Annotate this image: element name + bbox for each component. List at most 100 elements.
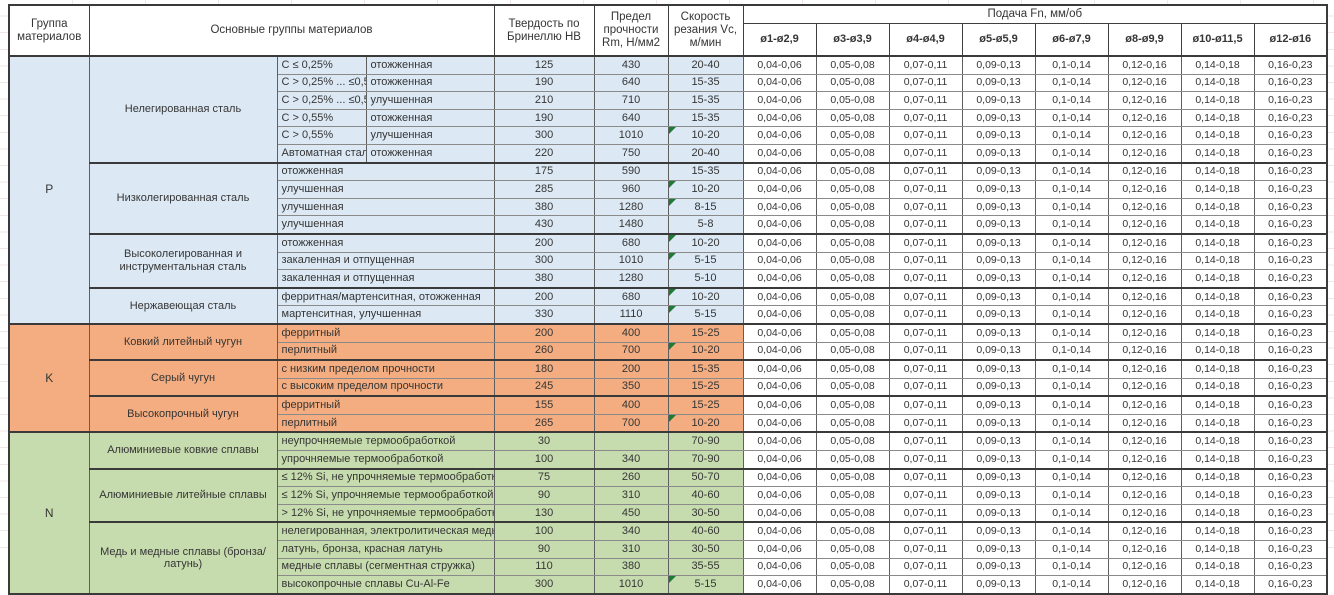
feed-cell[interactable]: 0,07-0,11 bbox=[888, 377, 963, 397]
feed-cell[interactable]: 0,14-0,18 bbox=[1180, 557, 1255, 577]
vc-cell[interactable]: 10-20 bbox=[667, 126, 744, 145]
feed-cell[interactable]: 0,07-0,11 bbox=[888, 413, 963, 433]
hb-cell[interactable]: 100 bbox=[493, 521, 595, 542]
feed-cell[interactable]: 0,07-0,11 bbox=[888, 91, 963, 110]
col-header-diam-1[interactable]: ø1-ø2,9 bbox=[742, 22, 817, 57]
feed-cell[interactable]: 0,16-0,23 bbox=[1253, 54, 1328, 75]
feed-cell[interactable]: 0,12-0,16 bbox=[1107, 143, 1182, 164]
feed-cell[interactable]: 0,1-0,14 bbox=[1034, 161, 1109, 182]
feed-cell[interactable]: 0,1-0,14 bbox=[1034, 269, 1109, 289]
rm-cell[interactable]: 1010 bbox=[593, 575, 669, 595]
feed-cell[interactable]: 0,1-0,14 bbox=[1034, 73, 1109, 93]
feed-cell[interactable]: 0,12-0,16 bbox=[1107, 486, 1182, 505]
feed-cell[interactable]: 0,16-0,23 bbox=[1253, 215, 1328, 235]
feed-cell[interactable]: 0,04-0,06 bbox=[742, 215, 817, 235]
feed-cell[interactable]: 0,05-0,08 bbox=[815, 232, 890, 253]
feed-cell[interactable]: 0,14-0,18 bbox=[1180, 232, 1255, 253]
feed-cell[interactable]: 0,16-0,23 bbox=[1253, 126, 1328, 145]
rm-cell[interactable]: 200 bbox=[593, 359, 669, 379]
vc-cell[interactable]: 8-15 bbox=[667, 197, 744, 217]
detail-cell[interactable]: отожженная bbox=[365, 108, 495, 128]
feed-cell[interactable]: 0,05-0,08 bbox=[815, 251, 890, 271]
feed-cell[interactable]: 0,09-0,13 bbox=[961, 322, 1036, 343]
feed-cell[interactable]: 0,09-0,13 bbox=[961, 143, 1036, 164]
feed-cell[interactable]: 0,04-0,06 bbox=[742, 269, 817, 289]
feed-cell[interactable]: 0,12-0,16 bbox=[1107, 269, 1182, 289]
feed-cell[interactable]: 0,05-0,08 bbox=[815, 108, 890, 128]
vc-cell[interactable]: 15-35 bbox=[667, 73, 744, 93]
feed-cell[interactable]: 0,04-0,06 bbox=[742, 197, 817, 217]
feed-cell[interactable]: 0,16-0,23 bbox=[1253, 557, 1328, 577]
feed-cell[interactable]: 0,1-0,14 bbox=[1034, 251, 1109, 271]
feed-cell[interactable]: 0,14-0,18 bbox=[1180, 450, 1255, 470]
feed-cell[interactable]: 0,12-0,16 bbox=[1107, 431, 1182, 452]
feed-cell[interactable]: 0,12-0,16 bbox=[1107, 91, 1182, 110]
hb-cell[interactable]: 245 bbox=[493, 377, 595, 397]
rm-cell[interactable]: 450 bbox=[593, 503, 669, 523]
hb-cell[interactable]: 260 bbox=[493, 341, 595, 361]
feed-cell[interactable]: 0,14-0,18 bbox=[1180, 341, 1255, 361]
detail-cell[interactable]: упрочняемые термообработкой bbox=[276, 450, 495, 470]
rm-cell[interactable]: 350 bbox=[593, 377, 669, 397]
feed-cell[interactable]: 0,07-0,11 bbox=[888, 305, 963, 325]
rm-cell[interactable]: 340 bbox=[593, 450, 669, 470]
feed-cell[interactable]: 0,1-0,14 bbox=[1034, 143, 1109, 164]
feed-cell[interactable]: 0,05-0,08 bbox=[815, 322, 890, 343]
hb-cell[interactable]: 75 bbox=[493, 467, 595, 488]
feed-cell[interactable]: 0,1-0,14 bbox=[1034, 232, 1109, 253]
feed-cell[interactable]: 0,14-0,18 bbox=[1180, 377, 1255, 397]
feed-cell[interactable]: 0,12-0,16 bbox=[1107, 503, 1182, 523]
feed-cell[interactable]: 0,1-0,14 bbox=[1034, 486, 1109, 505]
hb-cell[interactable]: 380 bbox=[493, 197, 595, 217]
feed-cell[interactable]: 0,04-0,06 bbox=[742, 450, 817, 470]
feed-cell[interactable]: 0,14-0,18 bbox=[1180, 395, 1255, 415]
feed-cell[interactable]: 0,1-0,14 bbox=[1034, 540, 1109, 559]
feed-cell[interactable]: 0,04-0,06 bbox=[742, 395, 817, 415]
vc-cell[interactable]: 15-35 bbox=[667, 108, 744, 128]
feed-cell[interactable]: 0,09-0,13 bbox=[961, 359, 1036, 379]
rm-cell[interactable]: 700 bbox=[593, 341, 669, 361]
feed-cell[interactable]: 0,1-0,14 bbox=[1034, 450, 1109, 470]
feed-cell[interactable]: 0,14-0,18 bbox=[1180, 126, 1255, 145]
detail-cell[interactable]: отожженная bbox=[276, 161, 495, 182]
vc-cell[interactable]: 5-15 bbox=[667, 305, 744, 325]
feed-cell[interactable]: 0,04-0,06 bbox=[742, 322, 817, 343]
rm-cell[interactable]: 1010 bbox=[593, 251, 669, 271]
feed-cell[interactable]: 0,09-0,13 bbox=[961, 341, 1036, 361]
col-header-group[interactable]: Группа материалов bbox=[8, 4, 90, 57]
feed-cell[interactable]: 0,04-0,06 bbox=[742, 251, 817, 271]
feed-cell[interactable]: 0,05-0,08 bbox=[815, 180, 890, 199]
feed-cell[interactable]: 0,1-0,14 bbox=[1034, 54, 1109, 75]
feed-cell[interactable]: 0,05-0,08 bbox=[815, 143, 890, 164]
col-header-diam-7[interactable]: ø10-ø11,5 bbox=[1180, 22, 1255, 57]
feed-cell[interactable]: 0,09-0,13 bbox=[961, 486, 1036, 505]
feed-cell[interactable]: 0,04-0,06 bbox=[742, 540, 817, 559]
feed-cell[interactable]: 0,14-0,18 bbox=[1180, 503, 1255, 523]
feed-cell[interactable]: 0,09-0,13 bbox=[961, 232, 1036, 253]
feed-cell[interactable]: 0,07-0,11 bbox=[888, 161, 963, 182]
hb-cell[interactable]: 300 bbox=[493, 575, 595, 595]
feed-cell[interactable]: 0,04-0,06 bbox=[742, 91, 817, 110]
feed-cell[interactable]: 0,14-0,18 bbox=[1180, 215, 1255, 235]
feed-cell[interactable]: 0,07-0,11 bbox=[888, 143, 963, 164]
feed-cell[interactable]: 0,05-0,08 bbox=[815, 197, 890, 217]
hb-cell[interactable]: 330 bbox=[493, 305, 595, 325]
hb-cell[interactable]: 30 bbox=[493, 431, 595, 452]
feed-cell[interactable]: 0,09-0,13 bbox=[961, 54, 1036, 75]
hb-cell[interactable]: 210 bbox=[493, 91, 595, 110]
group-cell-P[interactable]: P bbox=[8, 55, 90, 325]
feed-cell[interactable]: 0,16-0,23 bbox=[1253, 540, 1328, 559]
vc-cell[interactable]: 5-10 bbox=[667, 269, 744, 289]
feed-cell[interactable]: 0,05-0,08 bbox=[815, 305, 890, 325]
detail-cell[interactable]: C > 0,55% bbox=[276, 108, 367, 128]
detail-cell[interactable]: отожженная bbox=[365, 143, 495, 164]
vc-cell[interactable]: 70-90 bbox=[667, 450, 744, 470]
feed-cell[interactable]: 0,12-0,16 bbox=[1107, 341, 1182, 361]
vc-cell[interactable]: 15-25 bbox=[667, 322, 744, 343]
feed-cell[interactable]: 0,04-0,06 bbox=[742, 521, 817, 542]
vc-cell[interactable]: 15-25 bbox=[667, 395, 744, 415]
rm-cell[interactable]: 310 bbox=[593, 486, 669, 505]
subgroup-cell[interactable]: Алюминиевые литейные сплавы bbox=[88, 467, 278, 523]
feed-cell[interactable]: 0,04-0,06 bbox=[742, 126, 817, 145]
hb-cell[interactable]: 430 bbox=[493, 215, 595, 235]
